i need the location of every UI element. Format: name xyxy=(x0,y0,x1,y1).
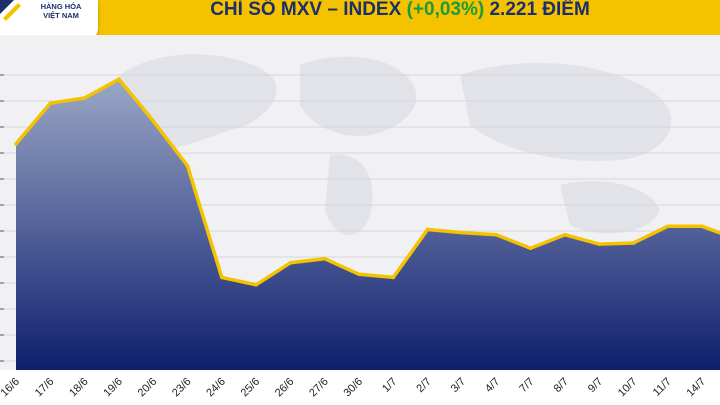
header-bar: CHỈ SỐ MXV – INDEX (+0,03%) 2.221 ĐIỂM xyxy=(0,0,720,35)
logo-line-2: VIỆT NAM xyxy=(43,10,79,20)
y-ticks xyxy=(0,74,4,362)
title-prefix: CHỈ SỐ MXV – INDEX xyxy=(210,0,402,20)
x-tick-label: 3/7 xyxy=(449,376,468,395)
data-point xyxy=(597,242,601,246)
x-axis-labels: 16/6 17/6 18/6 19/6 20/6 23/6 24/6 25/6 26/6 27/6… xyxy=(0,376,720,400)
logo-mark-icon xyxy=(0,0,21,21)
x-tick-label: 20/6 xyxy=(136,376,160,400)
data-point xyxy=(82,96,87,100)
data-point xyxy=(563,232,567,237)
data-point xyxy=(665,224,670,229)
logo-text: HÀNG HÓA VIỆT NAM xyxy=(26,2,96,20)
data-point xyxy=(14,142,18,146)
data-point xyxy=(117,77,121,81)
plot-area xyxy=(0,35,720,370)
x-tick-label: 23/6 xyxy=(170,376,194,400)
x-tick-label: 11/7 xyxy=(651,376,674,399)
x-tick-label: 7/7 xyxy=(517,376,536,395)
data-point xyxy=(528,246,533,250)
x-tick-label: 14/7 xyxy=(684,376,708,400)
data-point xyxy=(322,256,327,261)
x-tick-label: 16/6 xyxy=(0,376,22,400)
x-tick-label: 27/6 xyxy=(307,376,331,400)
x-tick-label: 10/7 xyxy=(616,376,640,400)
chart-title: CHỈ SỐ MXV – INDEX (+0,03%) 2.221 ĐIỂM xyxy=(120,0,680,22)
x-tick-label: 2/7 xyxy=(414,376,433,395)
area-series xyxy=(14,77,720,370)
title-change: (+0,03%) xyxy=(406,0,485,20)
data-point xyxy=(460,230,464,235)
series-line xyxy=(14,77,720,287)
data-point xyxy=(151,119,155,123)
area-fill xyxy=(16,79,720,370)
x-tick-label: 25/6 xyxy=(239,376,263,400)
data-point xyxy=(425,227,430,232)
x-tick-label: 1/7 xyxy=(380,376,399,395)
x-tick-label: 18/6 xyxy=(67,376,91,400)
data-point xyxy=(357,272,361,277)
logo-line-1: HÀNG HÓA xyxy=(40,2,82,11)
x-axis: 16/6 17/6 18/6 19/6 20/6 23/6 24/6 25/6 26/6 27/6… xyxy=(0,370,720,405)
x-tick-label: 30/6 xyxy=(341,376,365,400)
x-tick-label: 26/6 xyxy=(273,376,297,400)
data-point xyxy=(391,275,396,280)
data-point xyxy=(700,224,704,229)
data-point xyxy=(631,241,636,245)
data-point xyxy=(494,232,499,237)
data-point xyxy=(220,275,224,280)
x-tick-label: 19/6 xyxy=(101,376,125,400)
x-tick-label: 8/7 xyxy=(552,376,571,395)
x-tick-label: 9/7 xyxy=(586,376,605,395)
title-suffix: 2.221 ĐIỂM xyxy=(489,0,590,20)
x-tick-label: 24/6 xyxy=(204,376,228,400)
data-point xyxy=(254,283,258,287)
data-point xyxy=(48,101,53,105)
x-tick-label: 17/6 xyxy=(33,376,57,400)
area-chart xyxy=(0,54,720,370)
x-tick-label: 4/7 xyxy=(483,376,502,395)
data-point xyxy=(185,164,190,168)
data-point xyxy=(288,261,293,265)
